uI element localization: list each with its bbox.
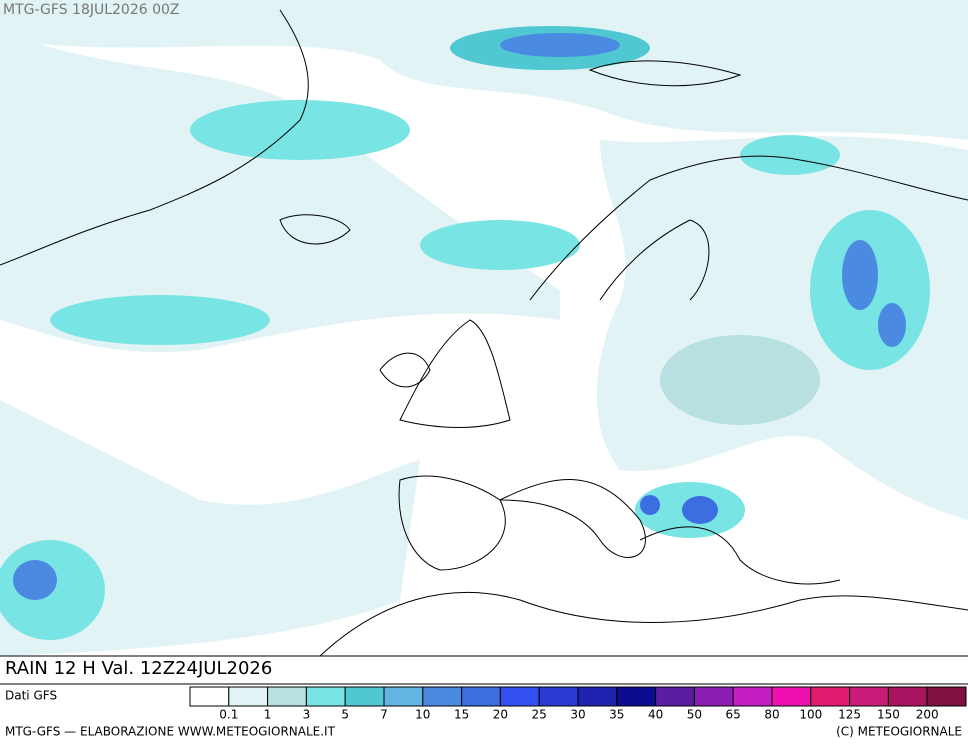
- legend-label: 30: [570, 708, 585, 722]
- run-label: MTG-GFS 18JUL2026 00Z: [3, 2, 180, 18]
- legend: 0.1 1 3 5 7 10 15 20 25 30 35 40 50 65 80 100 125 150 200: [189, 686, 967, 722]
- legend-label: 80: [764, 708, 779, 722]
- legend-swatch: [499, 686, 540, 707]
- legend-label: 5: [341, 708, 349, 722]
- legend-label: 100: [799, 708, 822, 722]
- legend-label: 40: [648, 708, 663, 722]
- legend-label: 3: [303, 708, 311, 722]
- legend-swatch: [577, 686, 618, 707]
- title: RAIN 12 H Val. 12Z24JUL2026: [5, 658, 272, 679]
- legend-label: 7: [380, 708, 388, 722]
- legend-swatch: [693, 686, 734, 707]
- footer-right: (C) METEOGIORNALE: [836, 725, 962, 739]
- legend-swatch: [344, 686, 385, 707]
- legend-label: 15: [454, 708, 469, 722]
- legend-label: 1: [264, 708, 272, 722]
- legend-swatch: [305, 686, 346, 707]
- legend-label: 50: [687, 708, 702, 722]
- legend-label: 20: [493, 708, 508, 722]
- legend-swatch: [616, 686, 657, 707]
- legend-label: 150: [877, 708, 900, 722]
- coastlines: [0, 9, 968, 657]
- legend-swatch: [849, 686, 889, 707]
- legend-swatch: [887, 686, 928, 707]
- legend-label: 10: [415, 708, 430, 722]
- legend-swatch: [422, 686, 463, 707]
- rain-field: [0, 0, 968, 656]
- legend-swatch: [810, 686, 851, 707]
- legend-label: 125: [838, 708, 861, 722]
- legend-swatch: [655, 686, 695, 707]
- legend-swatch: [461, 686, 501, 707]
- legend-label: 200: [916, 708, 939, 722]
- legend-label: 65: [726, 708, 741, 722]
- legend-swatch: [926, 686, 967, 707]
- legend-label: 35: [609, 708, 624, 722]
- legend-swatch: [538, 686, 579, 707]
- legend-swatch: [189, 686, 230, 707]
- legend-swatch: [267, 686, 307, 707]
- legend-swatch: [228, 686, 269, 707]
- legend-label: 0.1: [219, 708, 238, 722]
- legend-swatch: [732, 686, 773, 707]
- legend-swatch: [383, 686, 424, 707]
- legend-swatch: [771, 686, 812, 707]
- footer-left: MTG-GFS — ELABORAZIONE WWW.METEOGIORNALE…: [5, 725, 336, 739]
- map: MTG-GFS 18JUL2026 00Z: [0, 0, 968, 657]
- legend-caption: Dati GFS: [5, 689, 57, 703]
- legend-label: 25: [532, 708, 547, 722]
